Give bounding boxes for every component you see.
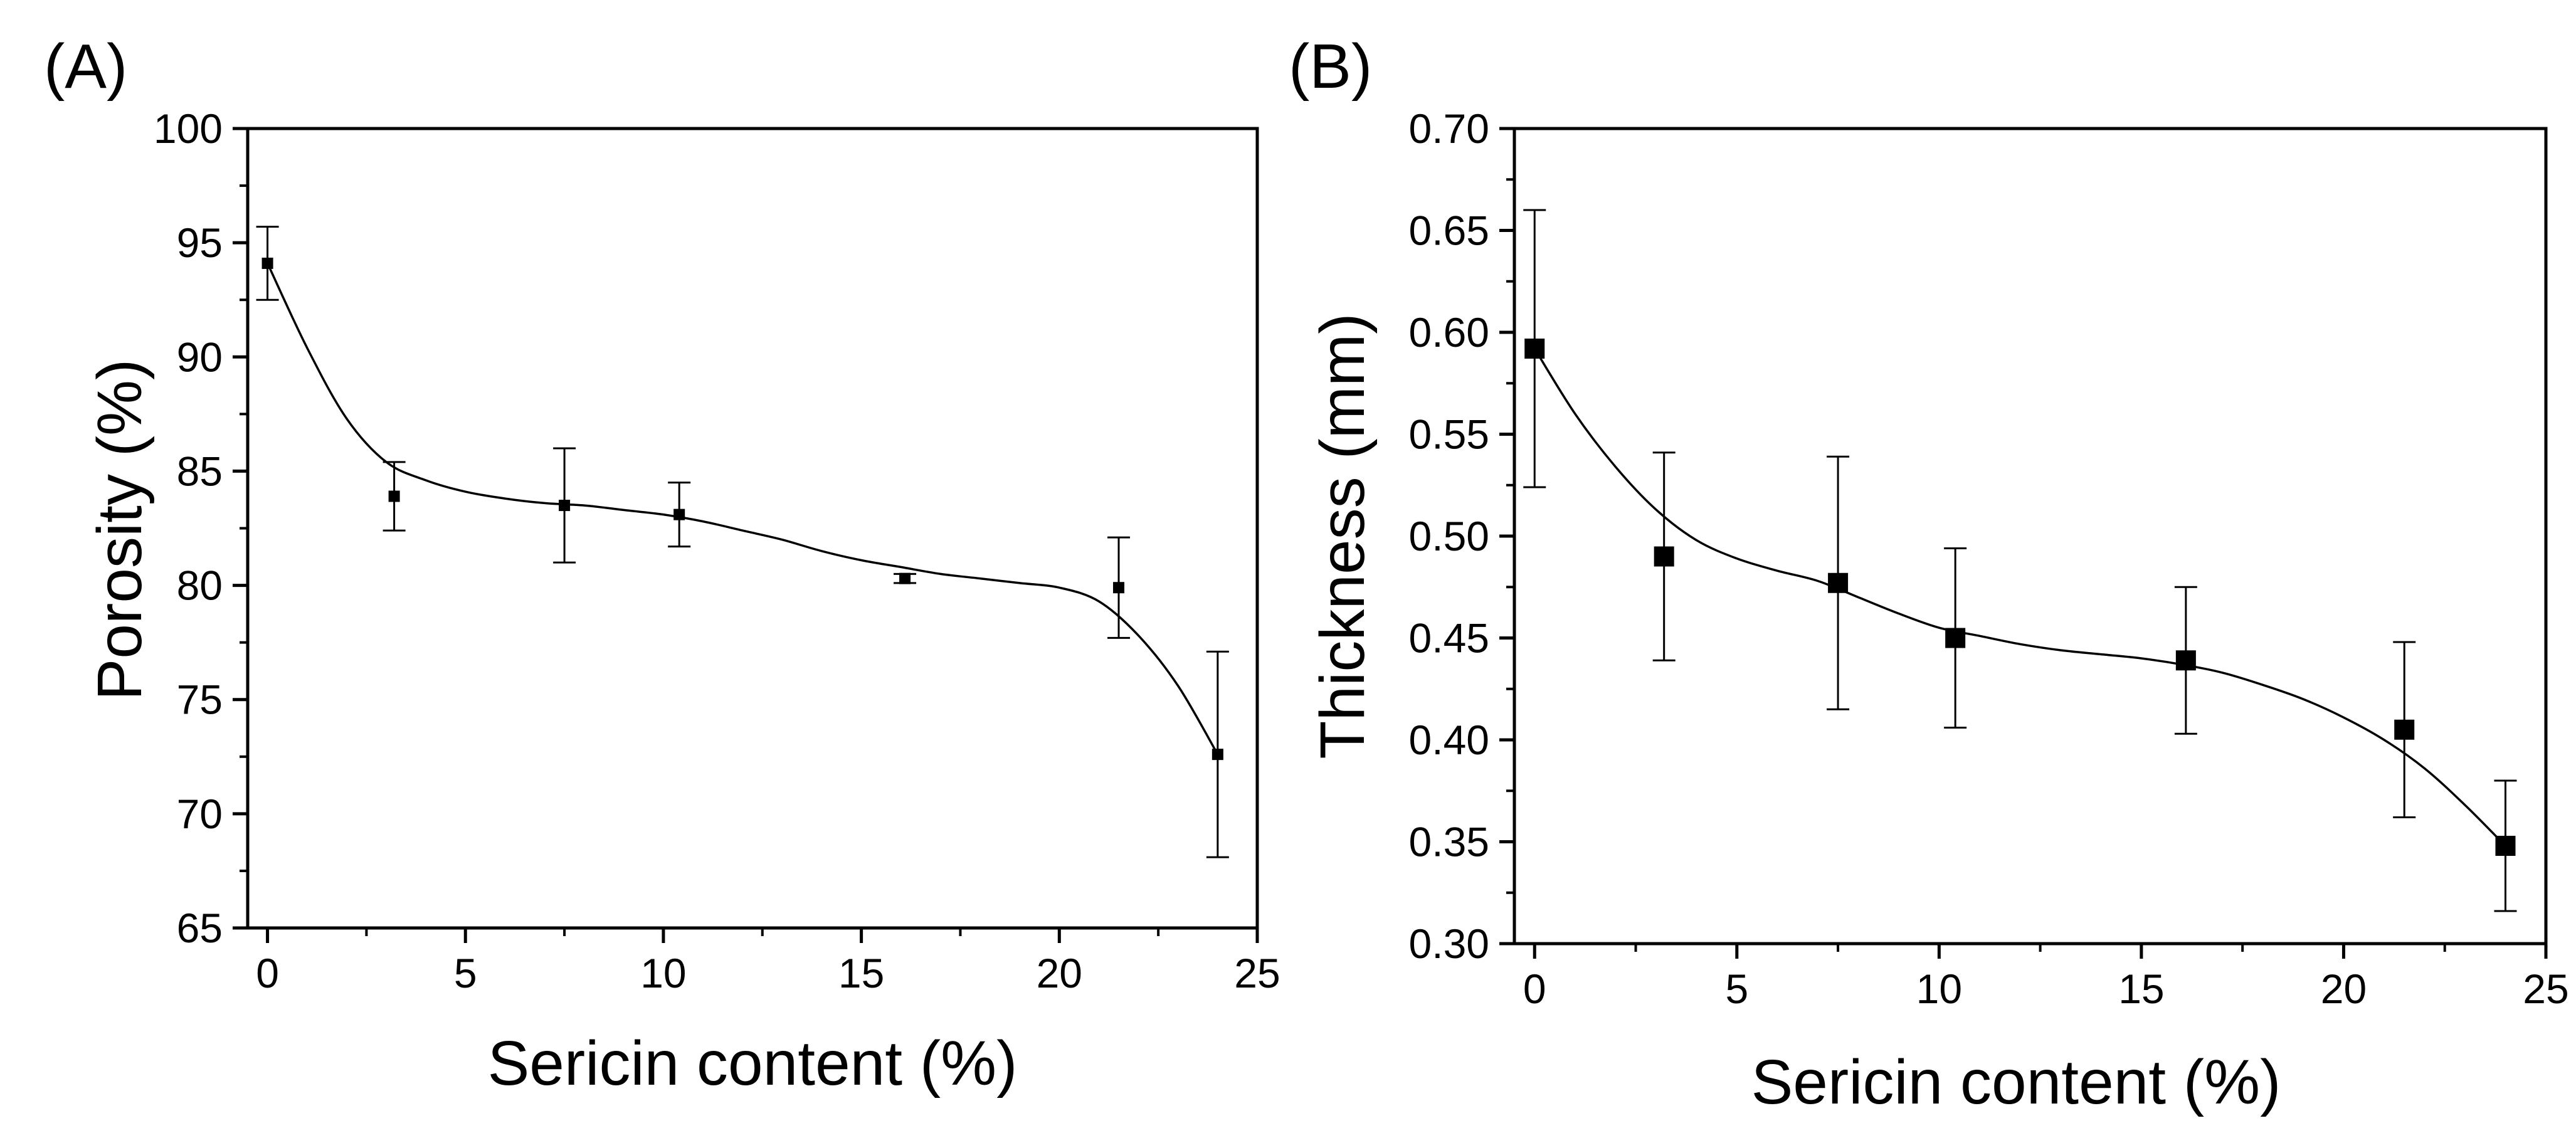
panel-b-y-tick-label: 0.65: [1409, 208, 1489, 254]
panel-a-x-axis-title: Sericin content (%): [488, 1028, 1018, 1099]
panel-a-data-point: [673, 509, 685, 520]
panel-a-label: (A): [44, 31, 127, 102]
panel-b-label: (B): [1289, 31, 1372, 102]
panel-b-y-tick-label: 0.30: [1409, 920, 1489, 967]
panel-b-y-tick-label: 0.70: [1409, 105, 1489, 152]
panel-b-y-tick-label: 0.40: [1409, 717, 1489, 763]
panel-b-data-point: [1524, 339, 1545, 359]
panel-a-porosity-chart: (A) Sericin content (%) Porosity (%) 0 5 1…: [44, 31, 1280, 1099]
panel-a-plot-frame: [246, 127, 1259, 930]
panel-b-fit-curve: [1533, 348, 2506, 847]
panel-b-data-point: [2394, 719, 2415, 740]
panel-b-y-tick-label: 0.45: [1409, 615, 1489, 661]
panel-b-y-tick-label: 0.60: [1409, 309, 1489, 356]
panel-a-data-point: [1113, 582, 1125, 594]
panel-b-data-point: [1654, 546, 1674, 567]
panel-b-x-tick-label: 5: [1725, 966, 1748, 1012]
panel-b-x-tick-label: 15: [2118, 966, 2164, 1012]
panel-b-y-tick-label: 0.55: [1409, 411, 1489, 458]
panel-b-y-tick-label: 0.50: [1409, 513, 1489, 559]
panel-b-data-point: [2175, 650, 2196, 671]
panel-b-y-axis-title: Thickness (mm): [1307, 313, 1378, 759]
panel-b-data-point: [1945, 628, 1966, 648]
panel-b-x-tick-label: 25: [2523, 966, 2568, 1012]
panel-b-data-point: [1828, 572, 1849, 593]
panel-b-x-tick-label: 10: [1916, 966, 1962, 1012]
panel-a-y-tick-label: 85: [177, 448, 223, 494]
panel-a-data-point: [899, 572, 911, 584]
panel-a-x-tick-label: 10: [640, 950, 686, 996]
panel-a-y-tick-label: 65: [177, 905, 223, 951]
panel-b-x-axis-title: Sericin content (%): [1751, 1047, 2281, 1117]
panel-b-data-point: [2495, 836, 2516, 856]
panel-b-plot-frame: [1512, 127, 2548, 946]
panel-a-x-tick-label: 25: [1234, 950, 1280, 996]
panel-a-data-point: [261, 257, 273, 269]
panel-a-data-point: [1211, 749, 1223, 761]
panel-a-x-tick-label: 15: [838, 950, 884, 996]
panel-a-data-point: [388, 490, 400, 502]
panel-b-thickness-chart: (B) Sericin content (%) Thickness (mm) 0…: [1289, 31, 2569, 1117]
panel-b-x-tick-label: 0: [1523, 966, 1546, 1012]
panel-b-y-tick-label: 0.35: [1409, 819, 1489, 865]
panel-a-y-tick-label: 90: [177, 334, 223, 380]
panel-b-x-tick-label: 20: [2321, 966, 2367, 1012]
panel-a-y-tick-label: 70: [177, 791, 223, 837]
panel-a-x-tick-label: 0: [256, 950, 279, 996]
panel-a-y-tick-label: 100: [154, 105, 223, 152]
panel-a-y-tick-label: 95: [177, 219, 223, 266]
panel-a-y-axis-title: Porosity (%): [85, 359, 155, 701]
panel-a-y-tick-label: 80: [177, 562, 223, 609]
panel-a-data-point: [559, 500, 571, 512]
panel-a-y-tick-label: 75: [177, 677, 223, 723]
panel-a-fit-curve: [267, 263, 1219, 755]
panel-a-x-tick-label: 20: [1037, 950, 1082, 996]
panel-a-x-tick-label: 5: [454, 950, 477, 996]
